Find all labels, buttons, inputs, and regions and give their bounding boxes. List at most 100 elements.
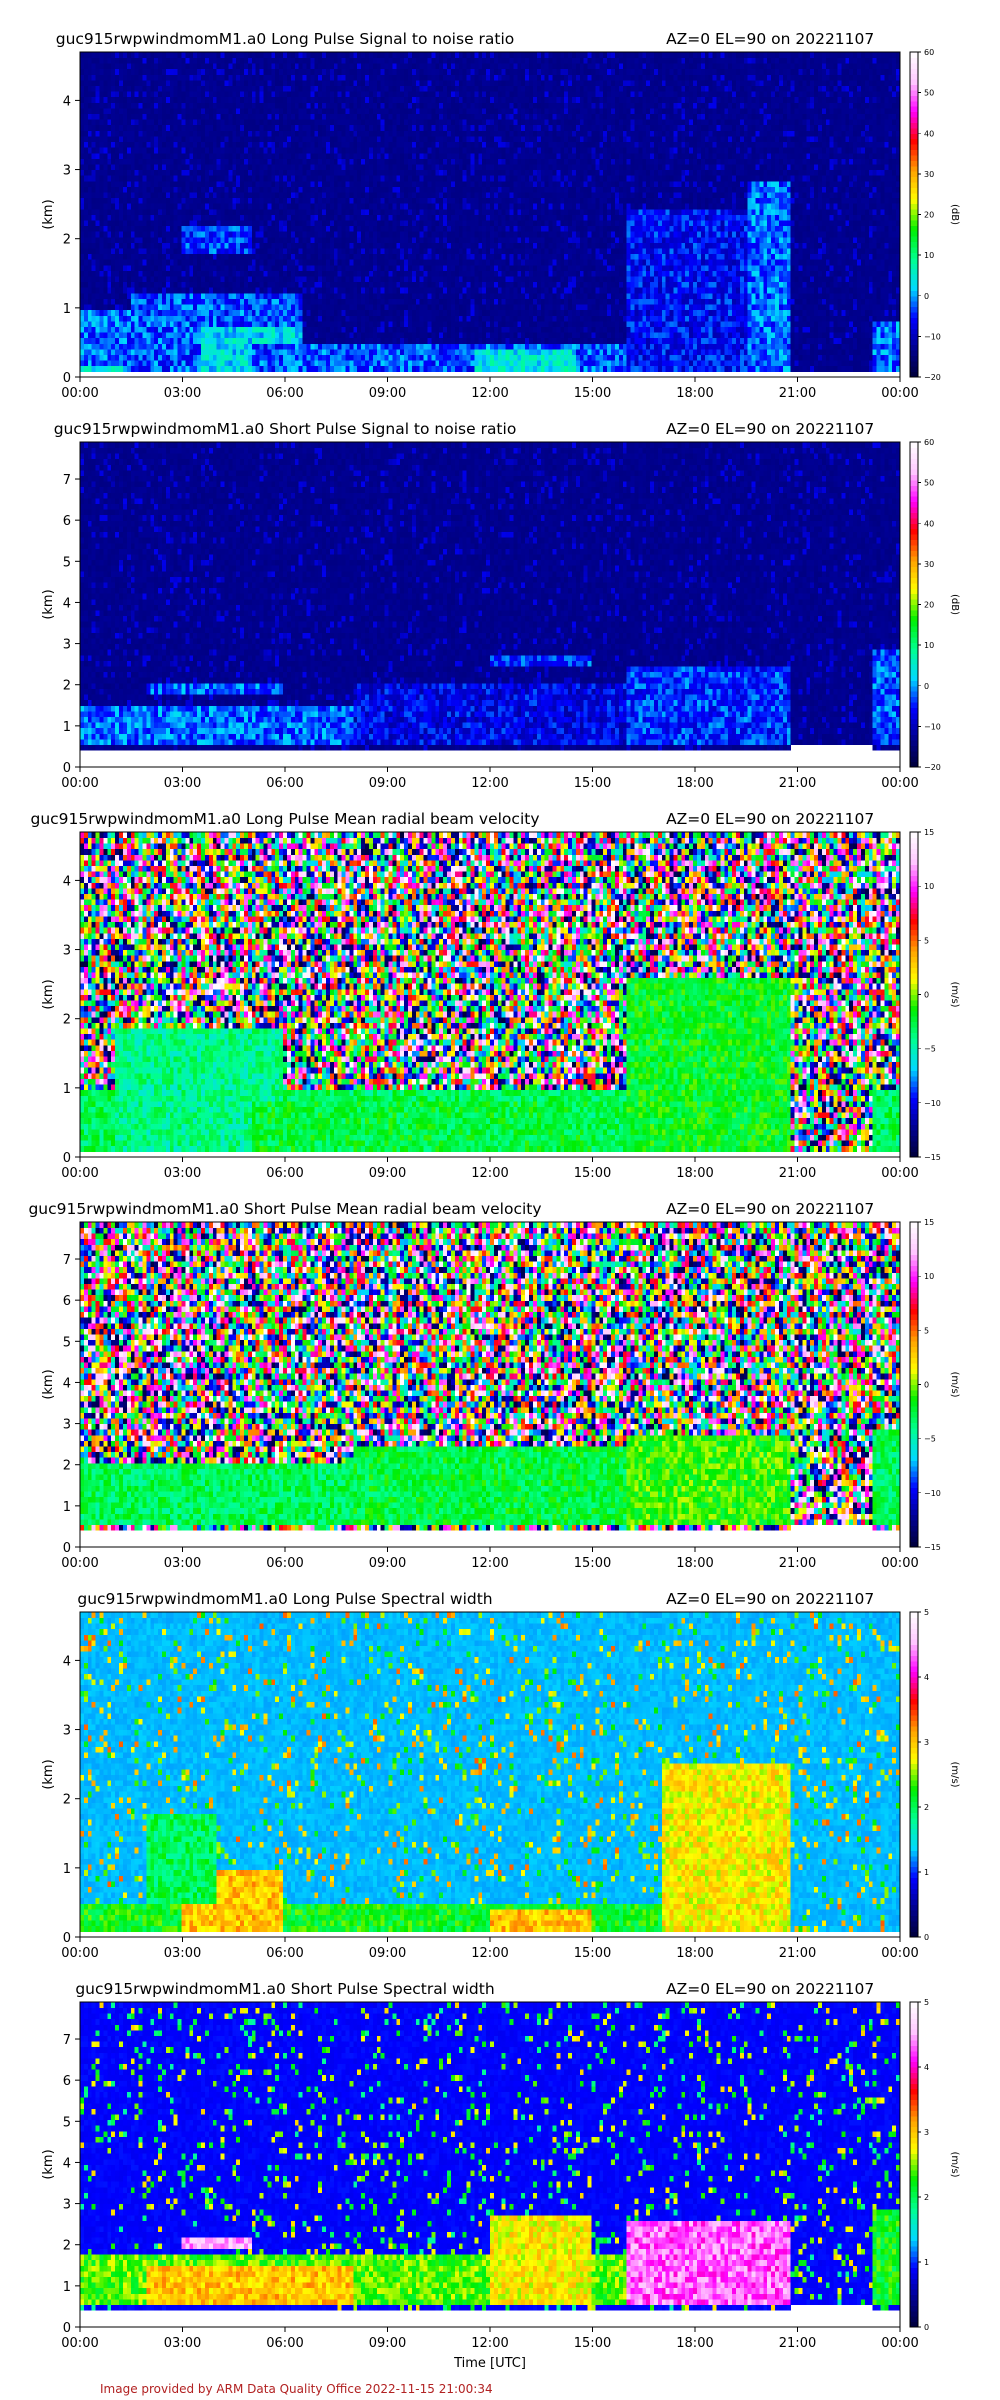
- heatmap-cell: [189, 119, 193, 125]
- heatmap-cell: [240, 327, 244, 333]
- heatmap-cell: [174, 97, 178, 103]
- heatmap-cell: [193, 158, 197, 164]
- heatmap-cell: [193, 366, 197, 372]
- heatmap-cell: [248, 276, 252, 282]
- heatmap-cell: [185, 186, 189, 192]
- heatmap-cell: [92, 254, 96, 260]
- heatmap-cell: [189, 332, 193, 338]
- heatmap-cell: [135, 237, 139, 243]
- heatmap-cell: [103, 271, 107, 277]
- heatmap-cell: [197, 338, 201, 344]
- heatmap-cell: [217, 147, 221, 153]
- heatmap-cell: [158, 58, 162, 64]
- heatmap-cell: [240, 114, 244, 120]
- heatmap-cell: [174, 130, 178, 136]
- heatmap-cell: [232, 271, 236, 277]
- heatmap-cell: [115, 158, 119, 164]
- heatmap-cell: [240, 158, 244, 164]
- heatmap-cell: [185, 355, 189, 361]
- heatmap-cell: [209, 360, 213, 366]
- heatmap-cell: [103, 125, 107, 131]
- heatmap-cell: [127, 52, 131, 58]
- heatmap-cell: [139, 315, 143, 321]
- heatmap-cell: [217, 321, 221, 327]
- heatmap-cell: [142, 97, 146, 103]
- heatmap-cell: [178, 130, 182, 136]
- heatmap-cell: [193, 248, 197, 254]
- heatmap-cell: [185, 343, 189, 349]
- heatmap-cell: [88, 327, 92, 333]
- heatmap-cell: [205, 91, 209, 97]
- heatmap-cell: [178, 119, 182, 125]
- heatmap-cell: [142, 254, 146, 260]
- heatmap-cell: [100, 310, 104, 316]
- heatmap-cell: [103, 74, 107, 80]
- heatmap-cell: [127, 276, 131, 282]
- heatmap-cell: [96, 366, 100, 372]
- heatmap-cell: [174, 338, 178, 344]
- heatmap-cell: [182, 130, 186, 136]
- heatmap-cell: [178, 343, 182, 349]
- heatmap-cell: [248, 69, 252, 75]
- heatmap-cell: [240, 119, 244, 125]
- heatmap-cell: [162, 299, 166, 305]
- heatmap-cell: [103, 86, 107, 92]
- heatmap-cell: [162, 254, 166, 260]
- heatmap-cell: [107, 52, 111, 58]
- heatmap-cell: [92, 153, 96, 159]
- heatmap-cell: [205, 360, 209, 366]
- heatmap-cell: [80, 327, 84, 333]
- heatmap-cell: [139, 360, 143, 366]
- heatmap-cell: [232, 310, 236, 316]
- heatmap-cell: [182, 209, 186, 215]
- heatmap-cell: [84, 136, 88, 142]
- heatmap-cell: [127, 91, 131, 97]
- heatmap-cell: [107, 226, 111, 232]
- heatmap-cell: [119, 265, 123, 271]
- heatmap-cell: [115, 315, 119, 321]
- heatmap-cell: [135, 304, 139, 310]
- heatmap-cell: [217, 58, 221, 64]
- heatmap-cell: [209, 259, 213, 265]
- heatmap-cell: [166, 254, 170, 260]
- heatmap-cell: [182, 265, 186, 271]
- heatmap-cell: [209, 69, 213, 75]
- heatmap-cell: [178, 91, 182, 97]
- heatmap-cell: [244, 321, 248, 327]
- heatmap-cell: [127, 58, 131, 64]
- heatmap-cell: [236, 63, 240, 69]
- heatmap-cell: [96, 360, 100, 366]
- heatmap-cell: [131, 170, 135, 176]
- heatmap-cell: [92, 287, 96, 293]
- heatmap-cell: [146, 114, 150, 120]
- heatmap-cell: [166, 327, 170, 333]
- heatmap-cell: [217, 209, 221, 215]
- heatmap-cell: [170, 164, 174, 170]
- heatmap-cell: [193, 332, 197, 338]
- heatmap-cell: [139, 243, 143, 249]
- heatmap-cell: [158, 343, 162, 349]
- heatmap-cell: [221, 220, 225, 226]
- heatmap-cell: [185, 366, 189, 372]
- heatmap-cell: [127, 125, 131, 131]
- heatmap-cell: [107, 248, 111, 254]
- heatmap-cell: [170, 271, 174, 277]
- heatmap-cell: [205, 265, 209, 271]
- heatmap-cell: [92, 74, 96, 80]
- heatmap-cell: [115, 192, 119, 198]
- heatmap-cell: [88, 114, 92, 120]
- heatmap-cell: [248, 130, 252, 136]
- heatmap-cell: [162, 327, 166, 333]
- heatmap-cell: [201, 265, 205, 271]
- heatmap-cell: [221, 170, 225, 176]
- heatmap-cell: [158, 220, 162, 226]
- heatmap-cell: [135, 119, 139, 125]
- heatmap-cell: [150, 130, 154, 136]
- heatmap-cell: [209, 343, 213, 349]
- heatmap-cell: [162, 186, 166, 192]
- heatmap-cell: [96, 198, 100, 204]
- heatmap-cell: [92, 114, 96, 120]
- heatmap-cell: [96, 170, 100, 176]
- heatmap-cell: [244, 119, 248, 125]
- heatmap-cell: [224, 349, 228, 355]
